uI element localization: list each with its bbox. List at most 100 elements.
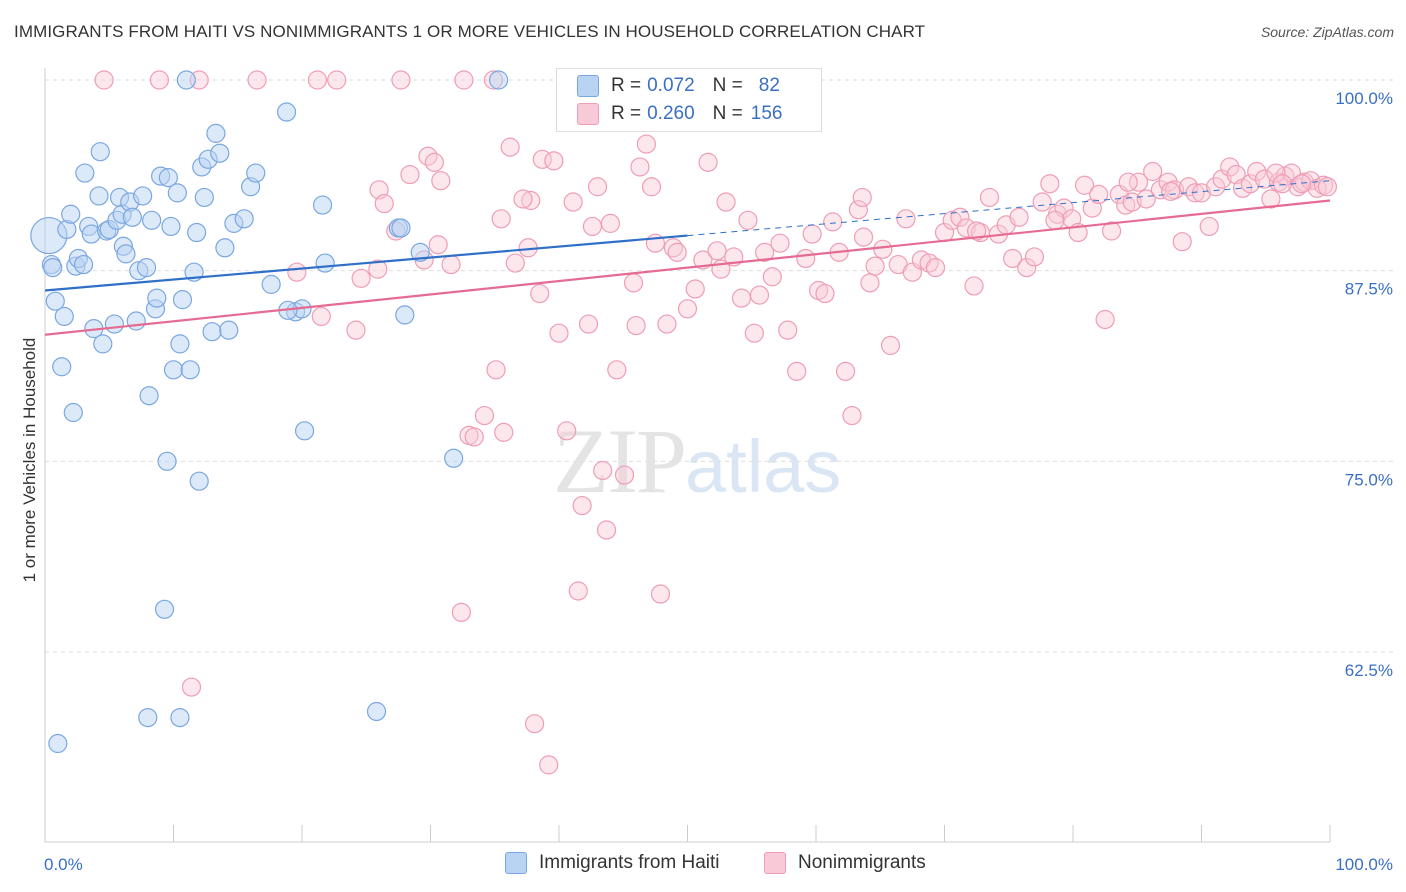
data-point-nonimmigrants bbox=[1272, 174, 1293, 194]
data-point-nonimmigrants bbox=[572, 495, 592, 516]
data-point-nonimmigrants bbox=[1220, 157, 1240, 177]
data-point-nonimmigrants bbox=[1317, 177, 1338, 197]
data-point-nonimmigrants bbox=[428, 235, 448, 255]
data-point-nonimmigrants bbox=[1261, 189, 1281, 209]
data-point-haiti bbox=[444, 448, 464, 468]
data-point-nonimmigrants bbox=[754, 242, 775, 262]
legend-item-nonimmigrants[interactable]: Nonimmigrants bbox=[764, 852, 926, 874]
data-point-haiti bbox=[234, 209, 254, 229]
data-point-nonimmigrants bbox=[491, 209, 511, 229]
data-point-haiti bbox=[116, 244, 136, 264]
data-point-nonimmigrants bbox=[1206, 177, 1226, 197]
data-point-nonimmigrants bbox=[431, 171, 451, 191]
data-point-haiti bbox=[104, 314, 124, 334]
data-point-haiti bbox=[167, 183, 187, 203]
data-point-nonimmigrants bbox=[1247, 161, 1267, 182]
data-point-nonimmigrants bbox=[500, 137, 520, 157]
data-point-nonimmigrants bbox=[762, 267, 782, 287]
data-point-haiti bbox=[315, 253, 335, 273]
data-point-nonimmigrants bbox=[587, 177, 608, 197]
data-point-nonimmigrants bbox=[307, 70, 328, 90]
chart-title: IMMIGRANTS FROM HAITI VS NONIMMIGRANTS 1… bbox=[14, 22, 926, 41]
data-point-haiti bbox=[180, 360, 200, 380]
data-point-nonimmigrants bbox=[391, 70, 411, 90]
data-point-nonimmigrants bbox=[823, 212, 843, 232]
data-point-haiti bbox=[194, 187, 214, 208]
data-point-nonimmigrants bbox=[582, 216, 603, 237]
data-point-nonimmigrants bbox=[494, 422, 514, 442]
data-point-haiti bbox=[170, 334, 190, 354]
data-point-haiti bbox=[261, 274, 281, 294]
data-point-haiti bbox=[206, 123, 226, 143]
data-point-nonimmigrants bbox=[563, 192, 583, 212]
data-point-nonimmigrants bbox=[1009, 207, 1029, 227]
r-label: R = bbox=[611, 103, 642, 124]
data-point-nonimmigrants bbox=[600, 213, 621, 233]
data-point-haiti bbox=[63, 402, 83, 423]
data-point-haiti bbox=[170, 707, 190, 728]
data-point-haiti bbox=[136, 258, 157, 278]
data-point-nonimmigrants bbox=[641, 177, 662, 197]
data-point-haiti bbox=[48, 733, 68, 754]
y-tick-label: 87.5% bbox=[1345, 280, 1393, 299]
data-point-haiti bbox=[391, 218, 411, 238]
data-point-haiti bbox=[147, 288, 167, 308]
data-point-nonimmigrants bbox=[731, 288, 752, 308]
data-point-nonimmigrants bbox=[860, 273, 880, 293]
data-point-nonimmigrants bbox=[967, 221, 987, 241]
data-point-haiti bbox=[161, 216, 181, 237]
legend-label-haiti: Immigrants from Haiti bbox=[539, 852, 720, 873]
data-point-nonimmigrants bbox=[464, 427, 484, 447]
data-point-nonimmigrants bbox=[1095, 309, 1115, 330]
data-point-haiti bbox=[176, 70, 196, 90]
data-point-nonimmigrants bbox=[1017, 258, 1037, 278]
data-point-nonimmigrants bbox=[657, 314, 677, 334]
data-point-nonimmigrants bbox=[636, 134, 656, 154]
data-point-haiti bbox=[163, 360, 184, 380]
data-point-nonimmigrants bbox=[1040, 174, 1060, 194]
data-point-nonimmigrants bbox=[614, 465, 635, 485]
data-point-haiti bbox=[312, 195, 333, 215]
data-point-nonimmigrants bbox=[521, 190, 541, 211]
data-point-haiti bbox=[489, 70, 509, 90]
data-point-nonimmigrants bbox=[796, 248, 816, 269]
data-point-haiti bbox=[93, 334, 113, 354]
pink-r-value: 0.260 bbox=[647, 103, 695, 124]
data-point-nonimmigrants bbox=[707, 241, 727, 261]
legend-label-nonimmigrants: Nonimmigrants bbox=[798, 852, 926, 873]
data-point-haiti bbox=[133, 186, 153, 206]
data-point-nonimmigrants bbox=[865, 256, 885, 276]
data-point-nonimmigrants bbox=[835, 361, 856, 381]
data-point-nonimmigrants bbox=[1212, 169, 1232, 189]
data-point-nonimmigrants bbox=[400, 164, 420, 185]
data-point-nonimmigrants bbox=[842, 405, 862, 426]
data-point-nonimmigrants bbox=[880, 335, 901, 356]
data-point-nonimmigrants bbox=[1089, 184, 1109, 204]
data-point-nonimmigrants bbox=[979, 187, 1000, 208]
data-point-nonimmigrants bbox=[925, 258, 946, 278]
data-point-nonimmigrants bbox=[287, 262, 307, 282]
trendline-haiti-extension bbox=[687, 180, 1331, 237]
trendline-nonimmigrants bbox=[44, 199, 1331, 336]
data-point-nonimmigrants bbox=[787, 361, 807, 381]
n-label: N = bbox=[712, 75, 743, 96]
blue-swatch bbox=[577, 75, 599, 97]
data-point-nonimmigrants bbox=[505, 253, 525, 273]
data-point-nonimmigrants bbox=[149, 70, 169, 90]
data-point-haiti bbox=[410, 242, 430, 262]
data-point-nonimmigrants bbox=[1003, 248, 1023, 269]
data-point-haiti bbox=[138, 707, 158, 728]
blue-swatch bbox=[505, 852, 527, 874]
data-point-nonimmigrants bbox=[327, 70, 347, 90]
data-point-nonimmigrants bbox=[1101, 221, 1122, 241]
data-point-nonimmigrants bbox=[1199, 216, 1219, 237]
y-axis-label: 1 or more Vehicles in Household bbox=[20, 337, 39, 583]
data-point-nonimmigrants bbox=[1032, 192, 1052, 212]
data-point-nonimmigrants bbox=[848, 200, 869, 220]
legend-item-haiti[interactable]: Immigrants from Haiti bbox=[505, 852, 720, 874]
source-credit: Source: ZipAtlas.com bbox=[1260, 24, 1394, 40]
data-point-nonimmigrants bbox=[802, 224, 822, 244]
data-point-nonimmigrants bbox=[677, 299, 698, 319]
data-point-nonimmigrants bbox=[94, 70, 114, 90]
data-point-haiti bbox=[45, 291, 65, 311]
